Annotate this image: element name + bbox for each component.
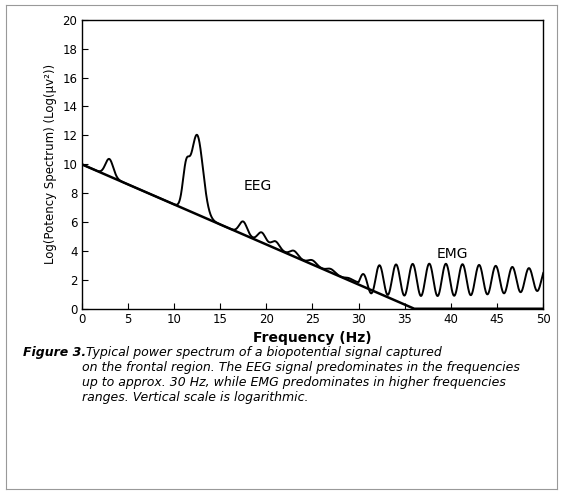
Text: EEG: EEG: [243, 179, 271, 193]
X-axis label: Frequency (Hz): Frequency (Hz): [253, 331, 372, 345]
Text: EMG: EMG: [437, 247, 468, 261]
Y-axis label: Log(Potency Spectrum) (Log(μv²)): Log(Potency Spectrum) (Log(μv²)): [44, 64, 57, 264]
Text: Typical power spectrum of a biopotential signal captured
on the frontal region. : Typical power spectrum of a biopotential…: [82, 346, 520, 404]
Text: Figure 3.: Figure 3.: [23, 346, 86, 359]
